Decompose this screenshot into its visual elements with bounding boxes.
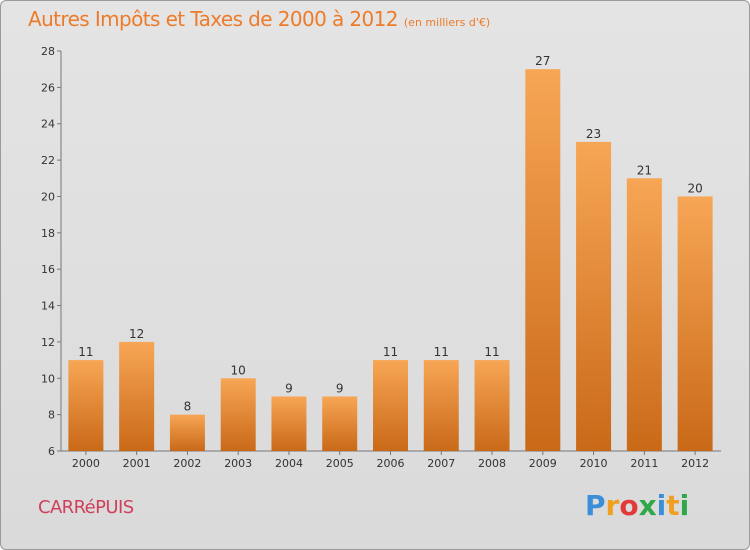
y-tick-label: 18 (41, 227, 55, 240)
bar (373, 360, 408, 451)
bar-value-label: 11 (78, 345, 93, 359)
bar-value-label: 27 (535, 54, 550, 68)
bar-value-label: 9 (336, 381, 344, 395)
x-tick-label: 2008 (478, 457, 506, 470)
bars-group: 11 12 8 10 9 9 11 11 11 27 23 21 20 (68, 54, 713, 452)
bar (423, 360, 459, 451)
bar-value-label: 11 (434, 345, 449, 359)
logo-letter: i (679, 489, 690, 522)
bar-value-label: 10 (231, 363, 246, 377)
bar-value-label: 23 (586, 127, 601, 141)
x-tick-label: 2004 (275, 457, 303, 470)
logo-letter: t (666, 489, 680, 522)
bar (271, 396, 307, 451)
y-tick-label: 22 (41, 154, 55, 167)
bar (626, 178, 662, 452)
bar (576, 141, 612, 451)
bar-value-label: 8 (184, 400, 192, 414)
proxiti-logo: Proxiti (585, 489, 689, 522)
bar-value-label: 11 (383, 345, 398, 359)
y-tick-label: 12 (41, 336, 55, 349)
x-tick-label: 2009 (529, 457, 557, 470)
bar (525, 69, 561, 451)
y-tick-label: 16 (41, 263, 55, 276)
x-tick-label: 2010 (580, 457, 608, 470)
chart-subtitle: (en milliers d'€) (403, 16, 491, 29)
x-tick-label: 2001 (123, 457, 151, 470)
bar (677, 196, 713, 451)
y-tick-label: 26 (41, 81, 55, 94)
bar-value-label: 12 (129, 327, 144, 341)
commune-name: CARRéPUIS (38, 497, 134, 518)
x-tick-label: 2003 (224, 457, 252, 470)
logo-letter: x (638, 489, 657, 522)
x-tick-label: 2012 (681, 457, 709, 470)
bar (169, 414, 205, 451)
x-tick-label: 2011 (630, 457, 658, 470)
chart-title: Autres Impôts et Taxes de 2000 à 2012 (en… (28, 7, 491, 31)
bar-value-label: 11 (484, 345, 499, 359)
bar (119, 341, 155, 451)
bar (68, 360, 104, 451)
y-tick-label: 14 (41, 300, 55, 313)
bar-value-label: 9 (285, 381, 293, 395)
bar-value-label: 21 (637, 163, 652, 177)
bar-value-label: 20 (687, 181, 702, 195)
logo-letter: o (619, 489, 639, 522)
x-tick-label: 2002 (173, 457, 201, 470)
y-tick-label: 6 (48, 445, 55, 458)
y-tick-label: 28 (41, 45, 55, 58)
x-tick-label: 2007 (427, 457, 455, 470)
x-tick-label: 2000 (72, 457, 100, 470)
bar (474, 360, 510, 451)
x-tick-label: 2005 (326, 457, 354, 470)
logo-letter: r (605, 489, 620, 522)
bar (322, 396, 358, 451)
y-tick-label: 24 (41, 118, 55, 131)
bar (220, 378, 256, 451)
axes: 6 8 10 12 14 16 18 20 22 24 26 28 2000 2001 2002 2003 20… (41, 45, 721, 470)
x-tick-label: 2006 (377, 457, 405, 470)
logo-letter: i (656, 489, 667, 522)
y-tick-label: 20 (41, 190, 55, 203)
y-tick-label: 10 (41, 372, 55, 385)
y-tick-label: 8 (48, 409, 55, 422)
logo-letter: P (585, 489, 606, 522)
